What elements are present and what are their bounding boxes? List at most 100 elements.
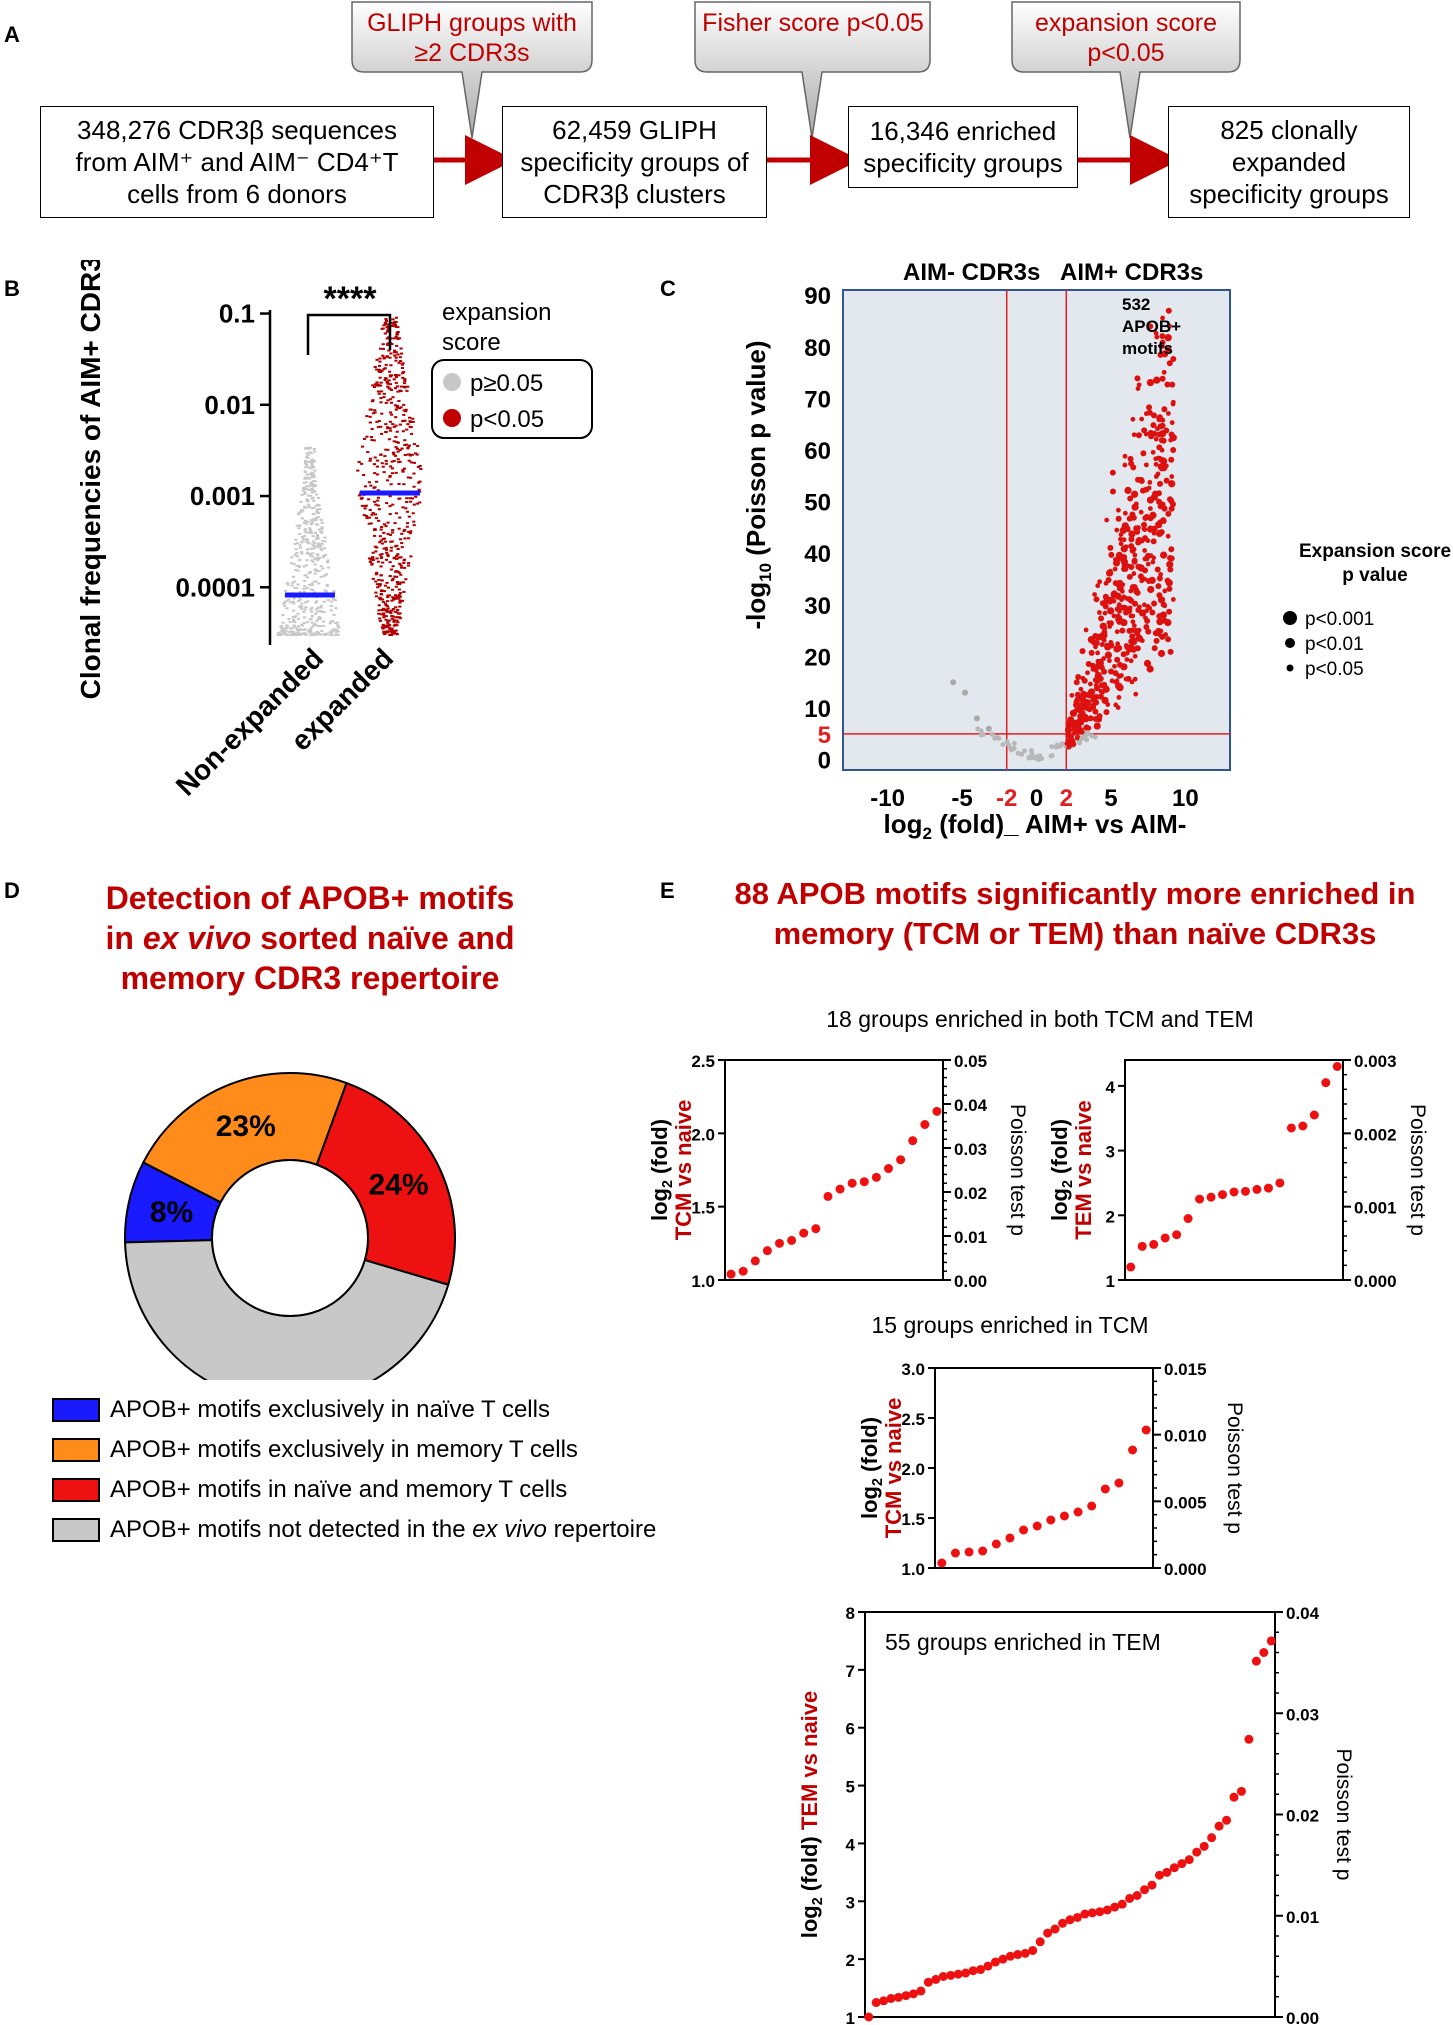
b-point	[414, 495, 418, 498]
e-point	[1005, 1533, 1015, 1543]
c-point-red	[1156, 498, 1163, 505]
c-point-red	[1118, 541, 1124, 547]
b-point	[388, 375, 393, 378]
b-point	[389, 483, 393, 486]
c-point-red	[1143, 659, 1152, 667]
b-point	[309, 522, 314, 525]
c-point-red	[1098, 682, 1105, 689]
b-point	[398, 617, 403, 620]
b-point	[372, 500, 377, 503]
c-point-red	[1167, 554, 1174, 561]
c-point-grey	[989, 731, 995, 737]
c-point-grey	[1008, 745, 1014, 751]
b-point	[303, 491, 307, 494]
c-ytick-label: 30	[804, 593, 831, 620]
b-point	[279, 633, 283, 636]
b-point	[303, 585, 307, 588]
c-point-red	[1155, 583, 1162, 590]
b-point	[336, 624, 340, 627]
e-point	[847, 1178, 857, 1188]
c-point-red	[1108, 668, 1115, 675]
b-point	[314, 557, 318, 560]
b-point	[392, 378, 396, 381]
c-point-red	[1104, 651, 1113, 659]
b-point	[393, 454, 398, 457]
b-point	[299, 551, 304, 554]
b-point	[295, 542, 300, 545]
b-point	[311, 489, 315, 492]
e-y2tick-label: 0.010	[1164, 1427, 1207, 1446]
b-point	[370, 557, 375, 560]
chart-d-title: Detection of APOB+ motifs in ex vivo sor…	[105, 880, 515, 996]
c-point-red	[1079, 648, 1086, 655]
b-point	[325, 583, 329, 586]
b-point	[298, 544, 302, 547]
b-point	[303, 528, 307, 531]
b-point	[288, 621, 292, 624]
b-point	[408, 421, 413, 424]
e-ylabel: log2 (fold)	[857, 1417, 886, 1519]
c-point-red	[1099, 622, 1107, 630]
b-point	[378, 583, 382, 586]
b-point	[324, 573, 328, 576]
b-point	[312, 483, 316, 486]
b-point	[394, 446, 398, 449]
e-ylabel-red: TEM vs naive	[1071, 1100, 1096, 1239]
b-point	[298, 633, 302, 636]
b-point	[392, 631, 396, 634]
b-point	[360, 445, 365, 448]
e-point	[998, 1954, 1008, 1964]
b-point	[394, 606, 398, 609]
b-point	[400, 363, 404, 366]
b-point	[392, 322, 397, 325]
c-point-red	[1107, 544, 1114, 551]
b-point	[308, 446, 312, 449]
b-point	[409, 530, 413, 533]
b-point	[305, 548, 310, 551]
b-point	[390, 467, 395, 470]
b-point	[403, 528, 407, 531]
b-point	[314, 517, 319, 520]
b-point	[314, 493, 319, 496]
b-point	[388, 495, 392, 498]
b-point	[388, 474, 392, 477]
b-point	[417, 488, 421, 491]
e-point	[1058, 1918, 1068, 1928]
c-point-red	[1109, 678, 1115, 684]
b-point	[418, 480, 422, 483]
b-point	[363, 505, 367, 508]
flowchart-connectors	[351, 1, 1241, 185]
c-point-grey	[1011, 745, 1017, 751]
b-point	[279, 624, 284, 627]
c-point-red	[1147, 585, 1155, 594]
b-point	[410, 497, 415, 500]
e-point	[1128, 1445, 1138, 1455]
b-point	[391, 423, 395, 426]
c-point-red	[1133, 526, 1140, 533]
b-point	[402, 530, 406, 533]
b-point	[384, 525, 388, 528]
c-xtick-label: 5	[1104, 785, 1117, 812]
b-point	[312, 460, 317, 463]
b-point	[375, 420, 379, 423]
b-point	[393, 575, 397, 578]
e-plot-frame	[1124, 1059, 1344, 1281]
b-point	[402, 382, 407, 385]
c-point-red	[1152, 630, 1159, 637]
b-point	[363, 485, 368, 488]
c-point-red	[1111, 598, 1117, 604]
b-point	[368, 421, 372, 424]
b-point	[299, 511, 303, 514]
b-point	[310, 487, 314, 490]
c-point-red	[1095, 650, 1101, 656]
b-point	[402, 413, 406, 416]
b-point	[303, 580, 307, 583]
b-point	[293, 621, 297, 624]
b-point	[298, 605, 303, 608]
b-point	[382, 547, 386, 550]
e-point	[961, 1968, 971, 1978]
c-point-red	[1096, 661, 1103, 668]
b-point	[396, 547, 400, 550]
c-point-red	[1136, 627, 1142, 633]
e-y2tick-label: 0.05	[954, 1052, 987, 1071]
